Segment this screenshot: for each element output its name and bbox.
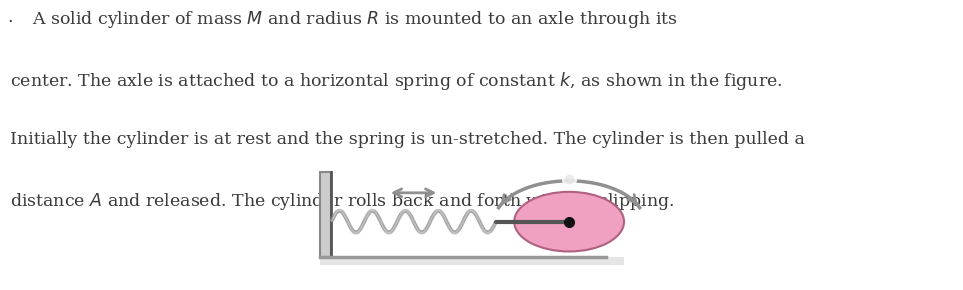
Text: center. The axle is attached to a horizontal spring of constant $k$, as shown in: center. The axle is attached to a horizo… <box>10 70 782 92</box>
FancyBboxPatch shape <box>321 172 331 258</box>
FancyBboxPatch shape <box>321 258 624 265</box>
Text: distance $A$ and released. The cylinder rolls back and forth without slipping.: distance $A$ and released. The cylinder … <box>10 191 674 212</box>
Circle shape <box>514 192 624 251</box>
Text: .: . <box>8 9 13 26</box>
Text: A solid cylinder of mass $M$ and radius $R$ is mounted to an axle through its: A solid cylinder of mass $M$ and radius … <box>10 9 677 30</box>
Text: Initially the cylinder is at rest and the spring is un-stretched. The cylinder i: Initially the cylinder is at rest and th… <box>10 130 804 148</box>
